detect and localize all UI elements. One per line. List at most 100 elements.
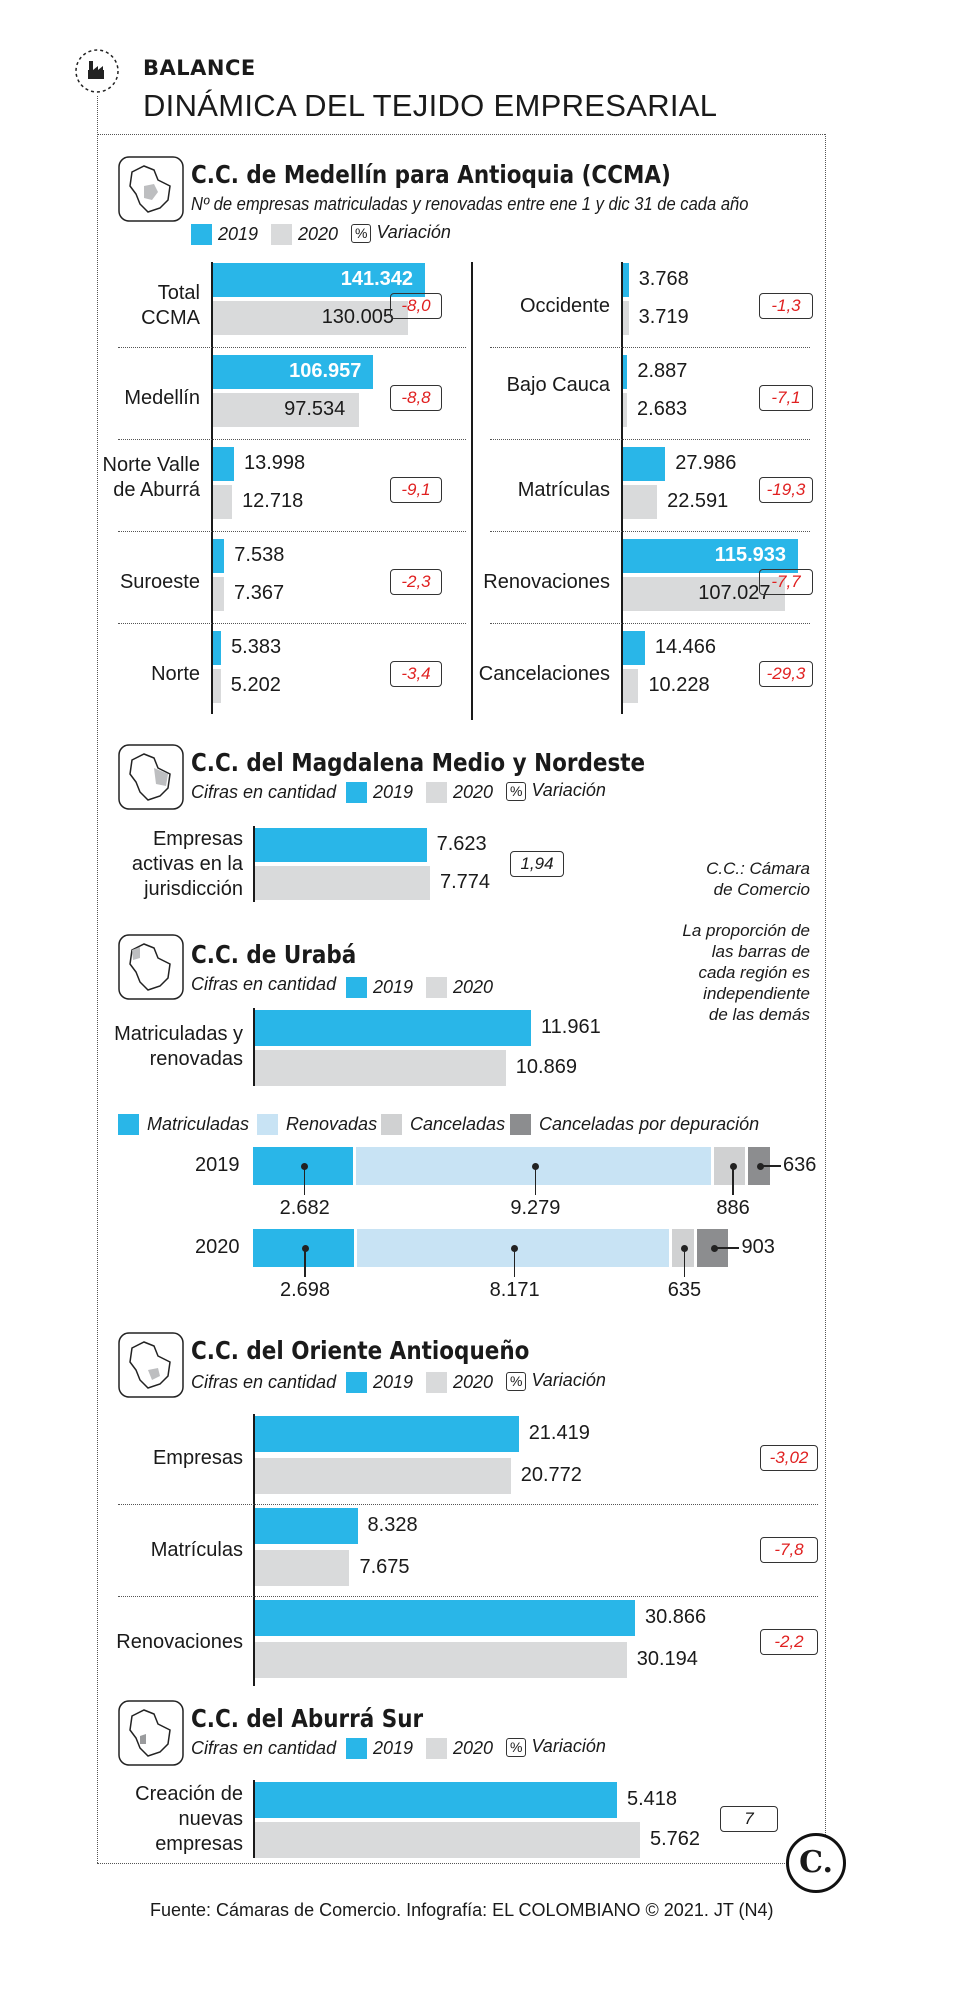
legend-2020-label: 2020 (453, 1372, 494, 1392)
legend-variation-label: Variación (531, 1370, 606, 1390)
legend-depuracion: Canceladas por depuración (539, 1114, 760, 1134)
row-divider (490, 439, 810, 440)
marker-line (732, 1166, 734, 1195)
variation-badge: -8,0 (390, 293, 442, 319)
legend-2019-label: 2019 (373, 1738, 414, 1758)
bar-2020 (623, 301, 629, 335)
marker-line (714, 1247, 740, 1249)
column-divider (471, 262, 473, 720)
legend-renovadas: Renovadas (286, 1114, 378, 1134)
legend-2020-swatch (426, 977, 447, 998)
uraba-legend: Cifras en cantidad 2019 2020 (191, 972, 591, 998)
variation-badge: 7 (720, 1806, 778, 1832)
variation-badge: -3,02 (760, 1445, 818, 1471)
value-2020: 20.772 (520, 1464, 582, 1486)
legend-variation: % Variación (506, 1370, 606, 1391)
legend-2020-swatch (271, 224, 292, 245)
bar-2020 (213, 301, 408, 335)
row-label: Bajo Cauca (506, 374, 610, 396)
map-icon-oriente (118, 1332, 184, 1398)
oriente-title: C.C. del Oriente Antioqueño (191, 1336, 530, 1365)
bar-2019 (213, 539, 225, 573)
row-label: Cancelaciones (478, 662, 610, 685)
variation-badge: -1,3 (759, 293, 813, 319)
variation-badge: -2,3 (390, 569, 442, 595)
stacked-value: 636 (783, 1154, 817, 1176)
marker-line (303, 1166, 306, 1195)
bar-2019 (623, 263, 629, 297)
row-label: Creación de nuevas empresas (135, 1782, 243, 1855)
value-2020: 2.683 (637, 398, 688, 420)
bar-2019 (213, 447, 234, 481)
row-divider (490, 531, 810, 532)
pct-box: % (351, 224, 372, 243)
legend-variation: % Variación (506, 1736, 606, 1757)
row-divider (118, 531, 466, 532)
row-divider (490, 623, 810, 624)
row-label: Norte (151, 662, 200, 685)
row-divider (118, 347, 466, 348)
legend-variation-label: Variación (531, 780, 606, 800)
row-divider (490, 347, 810, 348)
bar-2020 (623, 669, 639, 703)
value-2019: 3.768 (638, 268, 689, 290)
bar-2019 (255, 1782, 617, 1818)
footer-source: Fuente: Cámaras de Comercio. Infografía:… (150, 1900, 774, 1920)
value-2019: 115.933 (714, 544, 786, 566)
row-label: Empresas activas en la jurisdicción (131, 827, 243, 900)
marker-line (683, 1248, 686, 1277)
row-label: Renovaciones (483, 570, 610, 593)
stacked-value: 2.682 (279, 1197, 330, 1219)
legend-2020-label: 2020 (453, 977, 494, 997)
frame-top (97, 134, 825, 135)
row-label: Matrículas (150, 1538, 243, 1561)
ccma-title: C.C. de Medellín para Antioquia (CCMA) (191, 160, 671, 189)
row-label: Norte Valle de Aburrá (102, 453, 200, 501)
bar-2020 (255, 1458, 511, 1494)
bar-2020 (255, 1050, 506, 1086)
legend-depuracion-swatch (510, 1114, 531, 1135)
oriente-subtitle: Cifras en cantidad (191, 1372, 337, 1392)
row-divider (118, 1596, 818, 1597)
aburra-sur-legend: Cifras en cantidad 2019 2020 % Variación (191, 1736, 691, 1762)
variation-badge: -7,1 (759, 385, 813, 411)
bar-2019 (255, 1600, 635, 1636)
legend-2019-label: 2019 (373, 1372, 414, 1392)
value-2020: 7.774 (440, 871, 491, 893)
legend-2019-swatch (346, 1372, 367, 1393)
value-2020: 3.719 (638, 306, 689, 328)
value-2019: 11.961 (541, 1016, 601, 1038)
row-label: Medellín (124, 386, 200, 409)
variation-badge: -7,7 (759, 569, 813, 595)
legend-2019-label: 2019 (373, 782, 414, 802)
stacked-value: 886 (716, 1197, 750, 1219)
legend-canceladas: Canceladas (410, 1114, 506, 1134)
value-2020: 97.534 (284, 398, 346, 420)
row-label: Suroeste (119, 570, 200, 593)
legend-variation-label: Variación (376, 222, 451, 242)
uraba-subtitle: Cifras en cantidad (191, 974, 337, 994)
value-2020: 130.005 (321, 306, 394, 328)
value-2019: 106.957 (289, 360, 362, 382)
value-2020: 5.762 (650, 1828, 701, 1850)
map-icon-antioquia (118, 156, 184, 222)
variation-badge: -9,1 (390, 477, 442, 503)
frame-left (97, 96, 98, 1863)
bar-2019 (623, 447, 666, 481)
bar-2020 (213, 577, 225, 611)
value-2020: 10.869 (515, 1056, 577, 1078)
value-2019: 141.342 (340, 268, 413, 290)
bar-2020 (213, 485, 233, 519)
legend-canceladas-swatch (381, 1114, 402, 1135)
stacked-value: 2.698 (279, 1279, 331, 1301)
variation-badge: -7,8 (760, 1537, 818, 1563)
bar-2019 (255, 1508, 358, 1544)
bar-2019 (213, 355, 374, 389)
variation-badge: 1,94 (510, 851, 564, 877)
pct-box: % (506, 782, 527, 801)
magdalena-subtitle: Cifras en cantidad (191, 782, 337, 802)
pct-box: % (506, 1738, 527, 1757)
bar-2019 (623, 539, 798, 573)
legend-2020-label: 2020 (298, 224, 339, 244)
legend-variation-label: Variación (531, 1736, 606, 1756)
